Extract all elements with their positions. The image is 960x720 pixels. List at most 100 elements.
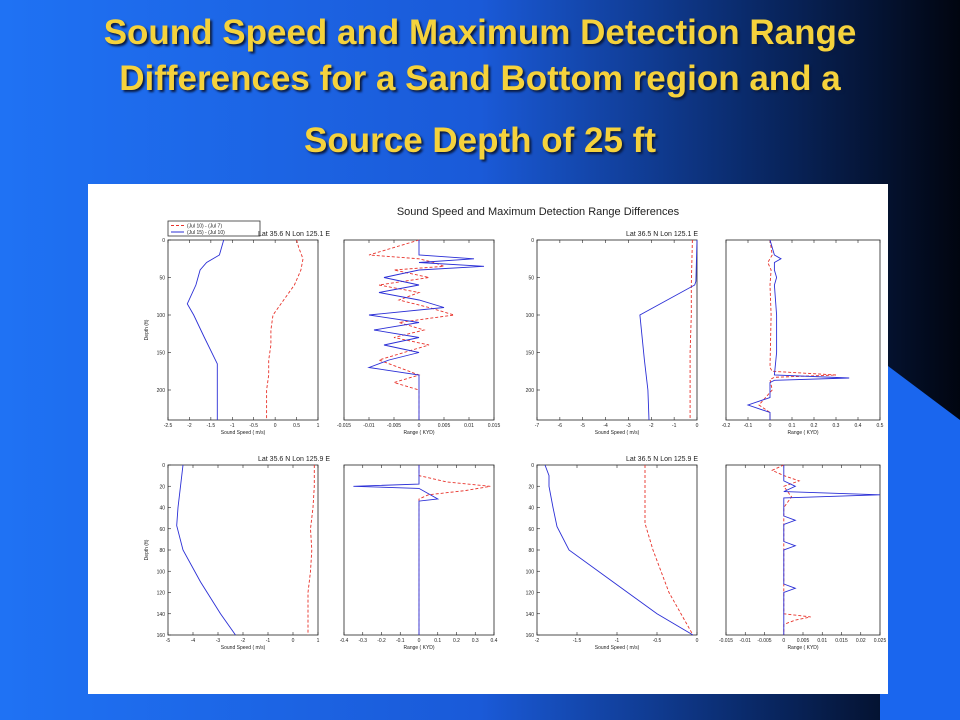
panel-2-sound-speed-xtick-label: -1 (672, 423, 677, 429)
panel-3-range-xtick-label: 0.2 (453, 638, 460, 644)
panel-1-sound-speed-xtick-label: 0.5 (293, 423, 300, 429)
panel-1: Lat 35.6 N Lon 125.1 E -2.5 -2 -1.5 -1 -0.5 0 0… (144, 231, 500, 436)
panel-4-sound-speed-ytick-label: 160 (526, 633, 535, 639)
panel-4-sound-speed-ytick-label: 40 (528, 506, 534, 512)
panel-4-sound-speed-series-2-line (544, 464, 694, 636)
panel-2-sound-speed-ytick-label: 50 (528, 276, 534, 282)
panel-1-sound-speed-ytick-label: 150 (157, 351, 166, 357)
legend: (Jul 10) - (Jul 7)(Jul 15) - (Jul 10) (167, 220, 261, 237)
panel-1-sound-speed-ylabel: Depth (ft) (144, 319, 150, 340)
panel-1-sound-speed-xlabel: Sound Speed ( m/s) (221, 430, 266, 436)
panel-2-sound-speed-xtick-label: -3 (626, 423, 631, 429)
panel-1-sound-speed-ytick-label: 0 (162, 238, 165, 244)
panel-3-sound-speed-ytick-label: 40 (159, 506, 165, 512)
panel-4-range-series-2-line (783, 465, 881, 635)
panel-4-range-xtick-label: -0.015 (719, 638, 733, 644)
panel-3-sound-speed-ytick-label: 20 (159, 484, 165, 490)
panel-4-range-xtick-label: 0.005 (797, 638, 810, 644)
panel-2-sound-speed-ytick-label: 0 (531, 238, 534, 244)
panel-3-sound-speed-series-1-line (307, 465, 315, 635)
panel-2-sound-speed-xtick-label: -6 (558, 423, 563, 429)
panel-3-sound-speed-xtick-label: -5 (166, 638, 171, 644)
panel-3-sound-speed-frame (167, 464, 319, 636)
panel-4-range-xtick-label: 0 (782, 638, 785, 644)
panel-4-sound-speed-xtick-label: -0.5 (653, 638, 662, 644)
panel-1-sound-speed-xtick-label: -1.5 (207, 423, 216, 429)
panel-1-range-xtick-label: 0.015 (488, 423, 501, 429)
panel-4-range-xtick-label: 0.02 (856, 638, 866, 644)
panel-3-sound-speed-ytick-label: 160 (157, 633, 166, 639)
panel-4-location: Lat 36.5 N Lon 125.9 E (626, 456, 698, 463)
legend-box (167, 220, 261, 237)
panel-3-range-xtick-label: -0.3 (358, 638, 367, 644)
panel-4-range-xtick-label: 0.025 (874, 638, 887, 644)
panel-4-range-xtick-label: -0.01 (740, 638, 752, 644)
panel-1-range-xtick-label: 0.01 (464, 423, 474, 429)
panel-1-sound-speed-xtick-label: -1 (230, 423, 235, 429)
panel-2-sound-speed-xtick-label: -2 (649, 423, 654, 429)
panel-3-range-xtick-label: 0.1 (434, 638, 441, 644)
panel-1-location: Lat 35.6 N Lon 125.1 E (258, 231, 330, 238)
panel-2-sound-speed-ytick-label: 150 (526, 351, 535, 357)
panel-1-sound-speed-xtick-label: -0.5 (249, 423, 258, 429)
panel-3-sound-speed-ylabel: Depth (ft) (144, 539, 150, 560)
panel-3-range-xtick-label: -0.1 (396, 638, 405, 644)
panel-1-range-xtick-label: 0.005 (438, 423, 451, 429)
panel-2-range-xtick-label: 0.3 (833, 423, 840, 429)
panel-2-sound-speed-xtick-label: -7 (535, 423, 540, 429)
chart-svg: Sound Speed and Maximum Detection Range … (144, 206, 887, 651)
panel-4-sound-speed-ytick-label: 120 (526, 591, 535, 597)
panel-1-sound-speed-frame (167, 239, 319, 421)
panel-4-sound-speed-xtick-label: -1 (615, 638, 620, 644)
panel-4-sound-speed-ytick-label: 20 (528, 484, 534, 490)
panel-4-sound-speed-xtick-label: -2 (535, 638, 540, 644)
panel-3-sound-speed-xtick-label: -1 (266, 638, 271, 644)
panel-3-range-xtick-label: -0.4 (340, 638, 349, 644)
panel-2-range-xtick-label: -0.2 (722, 423, 731, 429)
panel-1-range-xtick-label: -0.015 (337, 423, 351, 429)
panel-4-sound-speed-ytick-label: 80 (528, 548, 534, 554)
panel-1-sound-speed-ytick-label: 50 (159, 276, 165, 282)
panel-2-sound-speed-frame (536, 239, 698, 421)
panel-2-sound-speed-xtick-label: -5 (580, 423, 585, 429)
legend-entry-2: (Jul 15) - (Jul 10) (187, 230, 225, 236)
panel-3-range-xtick-label: 0.3 (472, 638, 479, 644)
panel-2: Lat 36.5 N Lon 125.1 E -7 -6 -5 -4 -3 -2 -1 0 0 50… (526, 231, 884, 436)
chart-figure: Sound Speed and Maximum Detection Range … (88, 184, 888, 694)
panel-2-sound-speed-series-1-line (689, 239, 693, 420)
panel-1-sound-speed-ytick-label: 100 (157, 313, 166, 319)
slide-title-line-3: Source Depth of 25 ft (304, 121, 656, 160)
panel-2-range-xtick-label: 0.5 (877, 423, 884, 429)
panel-3-sound-speed-xlabel: Sound Speed ( m/s) (221, 645, 266, 651)
panel-4-range-series-1-line (771, 464, 811, 635)
panel-4-sound-speed-ytick-label: 60 (528, 527, 534, 533)
panel-3-sound-speed-ytick-label: 60 (159, 527, 165, 533)
panel-3-sound-speed-xtick-label: -2 (241, 638, 246, 644)
panel-3-sound-speed-xtick-label: -4 (191, 638, 196, 644)
panel-4-range-xtick-label: -0.005 (757, 638, 771, 644)
panel-3-sound-speed-ytick-label: 120 (157, 591, 166, 597)
panel-4-range-frame (725, 464, 881, 636)
panel-1-range-series-1-line (368, 239, 455, 420)
panel-3-sound-speed-ytick-label: 140 (157, 612, 166, 618)
slide-corner-shape (880, 360, 960, 720)
panel-1-sound-speed-xtick-label: -2 (187, 423, 192, 429)
slide-title-line-1: Sound Speed and Maximum Detection Range (103, 13, 857, 52)
panel-3-range-series-2-line (353, 465, 440, 635)
panel-4: Lat 36.5 N Lon 125.9 E -2 -1.5 -1 -0.5 0 0 20 40… (526, 456, 887, 651)
panel-3-sound-speed-xtick-label: 0 (292, 638, 295, 644)
panel-3-range-xlabel: Range ( KYD) (403, 645, 434, 651)
panel-4-sound-speed-xlabel: Sound Speed ( m/s) (595, 645, 640, 651)
legend-entry-1: (Jul 10) - (Jul 7) (187, 224, 222, 230)
panel-4-sound-speed-series-1-line (644, 465, 694, 636)
chart-title: Sound Speed and Maximum Detection Range … (397, 206, 680, 218)
panel-4-range-xlabel: Range ( KYD) (787, 645, 818, 651)
panel-3-sound-speed-ytick-label: 80 (159, 548, 165, 554)
panel-2-sound-speed-ytick-label: 100 (526, 313, 535, 319)
panel-2-location: Lat 36.5 N Lon 125.1 E (626, 231, 698, 238)
panel-2-range-xtick-label: 0.4 (855, 423, 862, 429)
panel-2-range-xtick-label: 0 (769, 423, 772, 429)
slide-title: Sound Speed and Maximum Detection Range … (20, 10, 940, 164)
panel-1-sound-speed-xtick-label: -2.5 (164, 423, 173, 429)
panel-2-sound-speed-series-2-line (639, 239, 698, 421)
